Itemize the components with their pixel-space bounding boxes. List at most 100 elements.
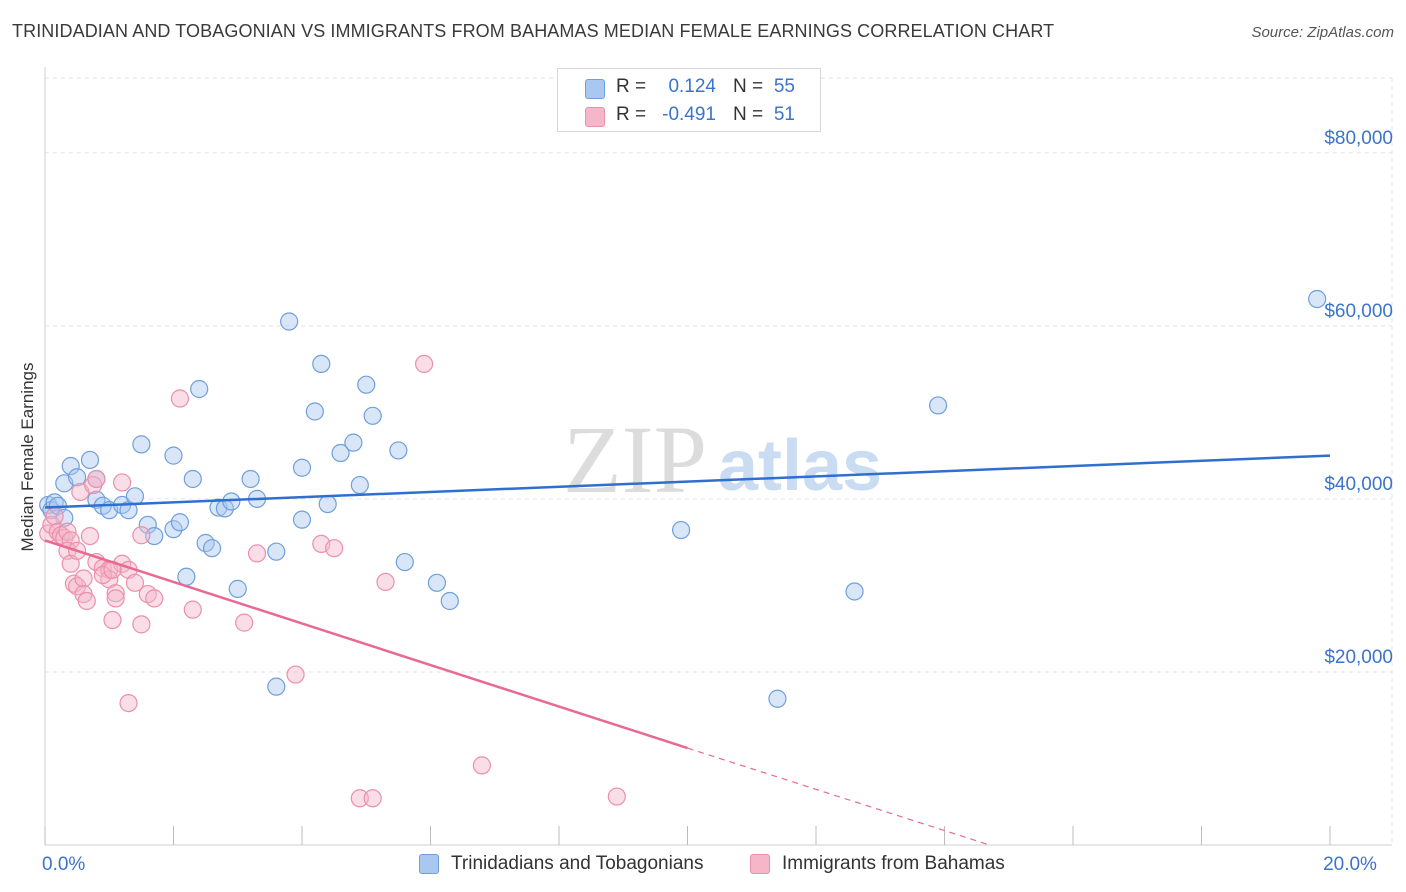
point-trinidadian — [280, 312, 299, 331]
n-value: 55 — [773, 76, 795, 97]
point-trinidadian — [170, 513, 190, 532]
data-points — [39, 289, 1327, 808]
y-tick-label: $80,000 — [1324, 128, 1393, 149]
n-label: N = — [733, 76, 764, 97]
x-tick-labels: 0.0% 20.0% — [42, 854, 1377, 875]
legend-label: Immigrants from Bahamas — [782, 853, 1005, 874]
y-tick-label: $40,000 — [1324, 474, 1393, 495]
y-tick-label: $60,000 — [1324, 301, 1393, 322]
point-trinidadian — [363, 406, 382, 425]
point-trinidadian — [145, 526, 164, 546]
point-trinidadian — [427, 573, 447, 592]
n-label: N = — [733, 104, 764, 125]
point-trinidadian — [305, 402, 324, 421]
point-trinidadian — [928, 396, 948, 415]
point-bahamas — [325, 539, 344, 558]
point-trinidadian — [312, 354, 331, 374]
y-tick-label: $20,000 — [1324, 647, 1393, 668]
trend-lines — [44, 454, 1331, 846]
point-trinidadian — [395, 552, 414, 572]
point-trinidadian — [241, 469, 260, 489]
point-trinidadian — [331, 443, 350, 463]
n-value: 51 — [773, 104, 795, 125]
point-trinidadian — [228, 579, 247, 598]
r-label: R = — [616, 76, 647, 97]
point-bahamas — [170, 389, 190, 408]
point-trinidadian — [845, 582, 864, 601]
stats-row-blue: R = 0.124 N = 55 — [558, 72, 820, 102]
point-trinidadian — [357, 375, 376, 394]
point-trinidadian — [768, 689, 787, 708]
axes — [44, 67, 1392, 846]
point-trinidadian — [164, 520, 183, 539]
watermark-atlas: atlas — [718, 426, 882, 506]
point-bahamas — [45, 507, 64, 526]
point-trinidadian — [202, 539, 222, 558]
source-label: Source: ZipAtlas.com — [1251, 24, 1394, 41]
point-bahamas — [183, 600, 202, 619]
trend-line-bahamas — [44, 539, 688, 750]
point-bahamas — [106, 589, 125, 608]
point-trinidadian — [671, 520, 691, 540]
point-bahamas — [125, 573, 145, 592]
point-trinidadian — [132, 435, 151, 454]
point-bahamas — [145, 589, 164, 608]
point-bahamas — [350, 789, 369, 808]
point-trinidadian — [164, 446, 183, 465]
point-bahamas — [414, 354, 434, 374]
point-bahamas — [376, 572, 395, 592]
point-trinidadian — [183, 469, 202, 489]
stats-swatch-blue — [585, 79, 605, 99]
point-bahamas — [87, 469, 106, 489]
point-bahamas — [235, 613, 254, 632]
point-bahamas — [363, 789, 382, 808]
point-bahamas — [247, 544, 267, 563]
point-trinidadian — [80, 450, 100, 470]
point-trinidadian — [350, 475, 369, 495]
y-tick-labels: $20,000 $40,000 $60,000 $80,000 — [1324, 128, 1393, 668]
legend-swatch-pink — [750, 854, 770, 874]
point-bahamas — [106, 584, 125, 603]
point-bahamas — [103, 610, 122, 630]
watermark-zip: ZIP — [563, 406, 707, 513]
point-trinidadian — [190, 379, 209, 399]
point-trinidadian — [440, 591, 459, 611]
stats-legend-box: R = 0.124 N = 55 R = -0.491 N = 51 — [557, 68, 821, 132]
point-bahamas — [77, 591, 96, 611]
point-bahamas — [112, 473, 132, 492]
point-trinidadian — [292, 510, 312, 529]
legend-swatch-blue — [419, 854, 439, 874]
trend-line-trinidadian — [44, 454, 1331, 509]
point-trinidadian — [318, 494, 337, 514]
x-tick-label: 0.0% — [42, 854, 85, 875]
point-trinidadian — [292, 458, 312, 477]
stats-swatch-pink — [585, 107, 605, 127]
point-trinidadian — [267, 542, 286, 561]
trend-line-bahamas-extrapolated — [687, 747, 990, 846]
stats-row-pink: R = -0.491 N = 51 — [558, 100, 820, 130]
point-trinidadian — [125, 487, 145, 506]
point-bahamas — [607, 787, 626, 806]
point-trinidadian — [344, 433, 363, 452]
point-bahamas — [119, 693, 138, 713]
watermark: ZIP atlas — [563, 406, 882, 513]
legend-label: Trinidadians and Tobagonians — [451, 853, 704, 874]
r-value: 0.124 — [668, 76, 716, 97]
point-trinidadian — [138, 515, 157, 534]
point-bahamas — [472, 756, 491, 775]
point-bahamas — [74, 569, 93, 588]
point-trinidadian — [68, 468, 87, 487]
point-trinidadian — [389, 441, 408, 460]
point-trinidadian — [61, 456, 80, 476]
point-bahamas — [132, 615, 151, 634]
point-bahamas — [132, 526, 151, 545]
point-bahamas — [286, 665, 305, 684]
chart-title: TRINIDADIAN AND TOBAGONIAN VS IMMIGRANTS… — [12, 21, 1055, 41]
x-tick-label: 20.0% — [1323, 854, 1377, 875]
series-legend: Trinidadians and Tobagonians Immigrants … — [0, 852, 1406, 878]
point-trinidadian — [267, 677, 286, 696]
point-trinidadian — [1308, 289, 1327, 309]
point-bahamas — [93, 565, 112, 585]
r-label: R = — [616, 104, 647, 125]
